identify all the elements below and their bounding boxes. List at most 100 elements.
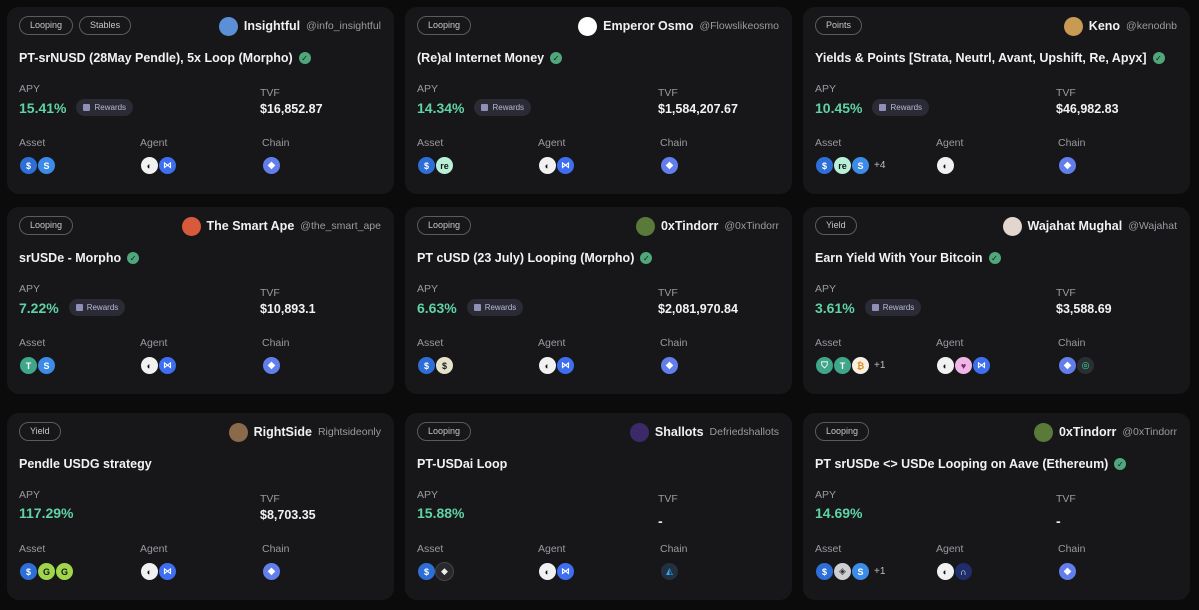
sr-usd-icon[interactable]: S <box>37 356 56 375</box>
author-info[interactable]: The Smart Ape @the_smart_ape <box>181 216 381 236</box>
morpho-icon[interactable]: ⋈ <box>158 562 177 581</box>
strategy-card[interactable]: Yield RightSide Rightsideonly Pendle USDG s… <box>7 413 394 600</box>
cusd-icon[interactable]: $ <box>435 356 454 375</box>
rewards-badge[interactable]: Rewards <box>474 99 532 116</box>
ethereum-icon[interactable]: ◆ <box>1058 356 1077 375</box>
tag-looping[interactable]: Looping <box>417 422 472 441</box>
morpho-icon[interactable]: ⋈ <box>158 356 177 375</box>
plume-icon[interactable]: ◎ <box>1076 356 1095 375</box>
strategy-card[interactable]: Yield Wajahat Mughal @Wajahat Earn Yield Wi… <box>803 207 1190 394</box>
rewards-badge[interactable]: Rewards <box>864 299 922 316</box>
avatar[interactable] <box>629 422 649 442</box>
tether-icon[interactable]: T <box>833 356 852 375</box>
green-g-icon[interactable]: G <box>55 562 74 581</box>
re-icon[interactable]: re <box>833 156 852 175</box>
avatar[interactable] <box>1033 422 1053 442</box>
tag-looping[interactable]: Looping <box>19 16 74 35</box>
usd-coin-icon[interactable]: $ <box>417 562 436 581</box>
agent-icon[interactable]: ◐ <box>538 562 557 581</box>
tag-yield[interactable]: Yield <box>815 216 857 235</box>
avatar[interactable] <box>635 216 655 236</box>
strategy-title[interactable]: PT-srNUSD (28May Pendle), 5x Loop (Morph… <box>19 51 311 65</box>
agent-icon[interactable]: ◐ <box>538 356 557 375</box>
author-name[interactable]: Wajahat Mughal <box>1027 219 1123 233</box>
usd-coin-icon[interactable]: $ <box>19 156 38 175</box>
strategy-card[interactable]: Looping Stables Insightful @info_insightful… <box>7 7 394 194</box>
ethereum-icon[interactable]: ◆ <box>660 156 679 175</box>
author-name[interactable]: RightSide <box>253 425 312 439</box>
agent-icon[interactable]: ◐ <box>538 156 557 175</box>
aave-icon[interactable]: ∩ <box>954 562 973 581</box>
green-g-icon[interactable]: G <box>37 562 56 581</box>
strategy-title[interactable]: PT srUSDe <> USDe Looping on Aave (Ether… <box>815 457 1127 471</box>
author-info[interactable]: Wajahat Mughal @Wajahat <box>1002 216 1177 236</box>
tag-looping[interactable]: Looping <box>19 216 74 235</box>
agent-icon[interactable]: ◐ <box>936 356 955 375</box>
ethena-icon[interactable]: ◈ <box>833 562 852 581</box>
heart-agent-icon[interactable]: ♥ <box>954 356 973 375</box>
strategy-title[interactable]: Earn Yield With Your Bitcoin ✓ <box>815 251 1001 265</box>
sr-usd-icon[interactable]: S <box>37 156 56 175</box>
strategy-title[interactable]: PT cUSD (23 July) Looping (Morpho) ✓ <box>417 251 653 265</box>
ethereum-icon[interactable]: ◆ <box>262 156 281 175</box>
ethereum-icon[interactable]: ◆ <box>1058 156 1077 175</box>
author-info[interactable]: Shallots Defriedshallots <box>629 422 779 442</box>
strategy-card[interactable]: Looping 0xTindorr @0xTindorr PT srUSDe <> U… <box>803 413 1190 600</box>
rewards-badge[interactable]: Rewards <box>872 99 930 116</box>
avatar[interactable] <box>1002 216 1022 236</box>
rewards-badge[interactable]: Rewards <box>76 99 134 116</box>
avatar[interactable] <box>1063 16 1083 36</box>
avatar[interactable] <box>218 16 238 36</box>
avatar[interactable] <box>578 16 598 36</box>
avatar[interactable] <box>228 422 248 442</box>
morpho-icon[interactable]: ⋈ <box>556 356 575 375</box>
ethereum-icon[interactable]: ◆ <box>262 562 281 581</box>
asset-more-count[interactable]: +1 <box>874 360 886 371</box>
strategy-card[interactable]: Points Keno @kenodnb Yields & Points [Strat… <box>803 7 1190 194</box>
morpho-icon[interactable]: ⋈ <box>556 156 575 175</box>
author-name[interactable]: Shallots <box>654 425 704 439</box>
bitcoin-icon[interactable]: ₿ <box>851 356 870 375</box>
re-icon[interactable]: re <box>435 156 454 175</box>
sr-usd-icon[interactable]: S <box>851 156 870 175</box>
green-token-icon[interactable]: ⛉ <box>815 356 834 375</box>
strategy-card[interactable]: Looping 0xTindorr @0xTindorr PT cUSD (23 Ju… <box>405 207 792 394</box>
strategy-card[interactable]: Looping Emperor Osmo @Flowslikeosmo (Re)al … <box>405 7 792 194</box>
ethereum-icon[interactable]: ◆ <box>1058 562 1077 581</box>
usdai-icon[interactable]: ◆ <box>435 562 454 581</box>
agent-icon[interactable]: ◐ <box>140 356 159 375</box>
tag-looping[interactable]: Looping <box>417 16 472 35</box>
author-info[interactable]: RightSide Rightsideonly <box>228 422 381 442</box>
ethereum-icon[interactable]: ◆ <box>660 356 679 375</box>
author-name[interactable]: Keno <box>1088 19 1121 33</box>
rewards-badge[interactable]: Rewards <box>68 299 126 316</box>
author-name[interactable]: 0xTindorr <box>660 219 719 233</box>
author-info[interactable]: 0xTindorr @0xTindorr <box>1033 422 1177 442</box>
strategy-title[interactable]: (Re)al Internet Money ✓ <box>417 51 563 65</box>
asset-more-count[interactable]: +1 <box>874 566 886 577</box>
usd-coin-icon[interactable]: $ <box>417 156 436 175</box>
tag-yield[interactable]: Yield <box>19 422 61 441</box>
agent-icon[interactable]: ◐ <box>936 156 955 175</box>
tether-icon[interactable]: T <box>19 356 38 375</box>
agent-icon[interactable]: ◐ <box>140 156 159 175</box>
usd-coin-icon[interactable]: $ <box>417 356 436 375</box>
author-info[interactable]: Emperor Osmo @Flowslikeosmo <box>578 16 779 36</box>
author-info[interactable]: Insightful @info_insightful <box>218 16 381 36</box>
usd-coin-icon[interactable]: $ <box>815 562 834 581</box>
usd-coin-icon[interactable]: $ <box>815 156 834 175</box>
tag-points[interactable]: Points <box>815 16 863 35</box>
strategy-card[interactable]: Looping The Smart Ape @the_smart_ape srUSDe… <box>7 207 394 394</box>
asset-more-count[interactable]: +4 <box>874 160 886 171</box>
sr-usd-icon[interactable]: S <box>851 562 870 581</box>
ethereum-icon[interactable]: ◆ <box>262 356 281 375</box>
morpho-icon[interactable]: ⋈ <box>972 356 991 375</box>
strategy-title[interactable]: Yields & Points [Strata, Neutrl, Avant, … <box>815 51 1165 65</box>
author-info[interactable]: Keno @kenodnb <box>1063 16 1177 36</box>
morpho-icon[interactable]: ⋈ <box>556 562 575 581</box>
strategy-card[interactable]: Looping Shallots Defriedshallots PT-USDai L… <box>405 413 792 600</box>
tag-looping[interactable]: Looping <box>417 216 472 235</box>
strategy-title[interactable]: Pendle USDG strategy <box>19 457 152 471</box>
arbitrum-icon[interactable]: ◭ <box>660 562 679 581</box>
author-info[interactable]: 0xTindorr @0xTindorr <box>635 216 779 236</box>
